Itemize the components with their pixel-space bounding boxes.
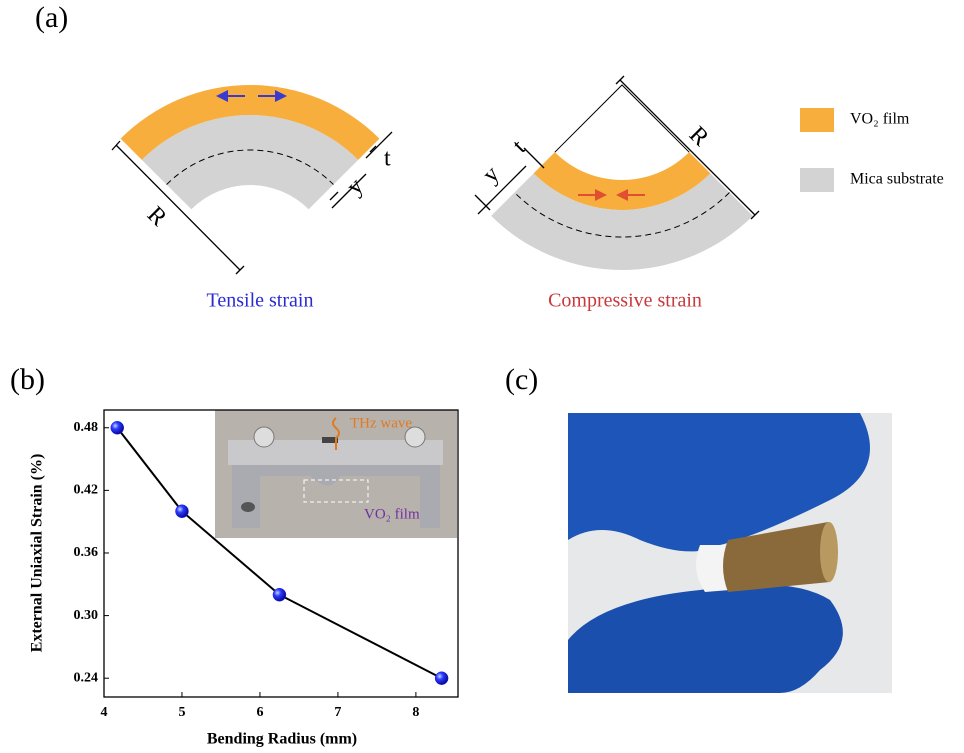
y-tick-label: 0.42 <box>74 483 99 498</box>
y-tick-label: 0.24 <box>74 670 99 685</box>
panel-label: (c) <box>505 363 538 396</box>
x-tick-label: 6 <box>256 705 263 720</box>
panel-label: (a) <box>35 1 68 34</box>
inset-photo <box>215 410 457 538</box>
y-axis-label: External Uniaxial Strain (%) <box>29 454 46 653</box>
legend-swatch <box>800 108 834 132</box>
x-tick-label: 7 <box>334 705 341 720</box>
apex-lines <box>555 85 689 152</box>
x-tick-label: 8 <box>412 705 419 720</box>
panel-label: (b) <box>10 363 45 396</box>
dim-label: t <box>508 135 531 158</box>
dim-label: R <box>684 122 714 152</box>
inset-label: VO₂ film <box>364 506 420 522</box>
dim-label: y <box>478 161 505 188</box>
data-point <box>273 588 286 601</box>
data-point <box>111 421 124 434</box>
y-tick-label: 0.48 <box>74 420 99 435</box>
caption: Tensile strain <box>207 290 314 312</box>
photo <box>568 413 892 693</box>
x-tick-label: 5 <box>178 705 185 720</box>
strain-diagrams: VO₂ film Mica substrate <box>121 85 944 270</box>
y-tick-label: 0.36 <box>74 545 99 560</box>
dim-label: R <box>142 202 172 232</box>
x-tick-label: 4 <box>101 705 108 720</box>
dim-label: t <box>384 146 391 172</box>
x-axis-label: Bending Radius (mm) <box>207 731 357 748</box>
data-point <box>435 672 448 685</box>
data-point <box>175 505 188 518</box>
legend-label: VO₂ film <box>850 111 910 128</box>
figure: (a) (b) (c) VO₂ film Mica substrate R t y… <box>0 0 964 753</box>
legend-label: Mica substrate <box>850 171 944 188</box>
inset-label: THz wave <box>350 415 412 431</box>
legend-swatch <box>800 168 834 192</box>
dim-label: y <box>342 173 369 200</box>
caption: Compressive strain <box>548 290 702 312</box>
y-tick-label: 0.30 <box>74 608 99 623</box>
